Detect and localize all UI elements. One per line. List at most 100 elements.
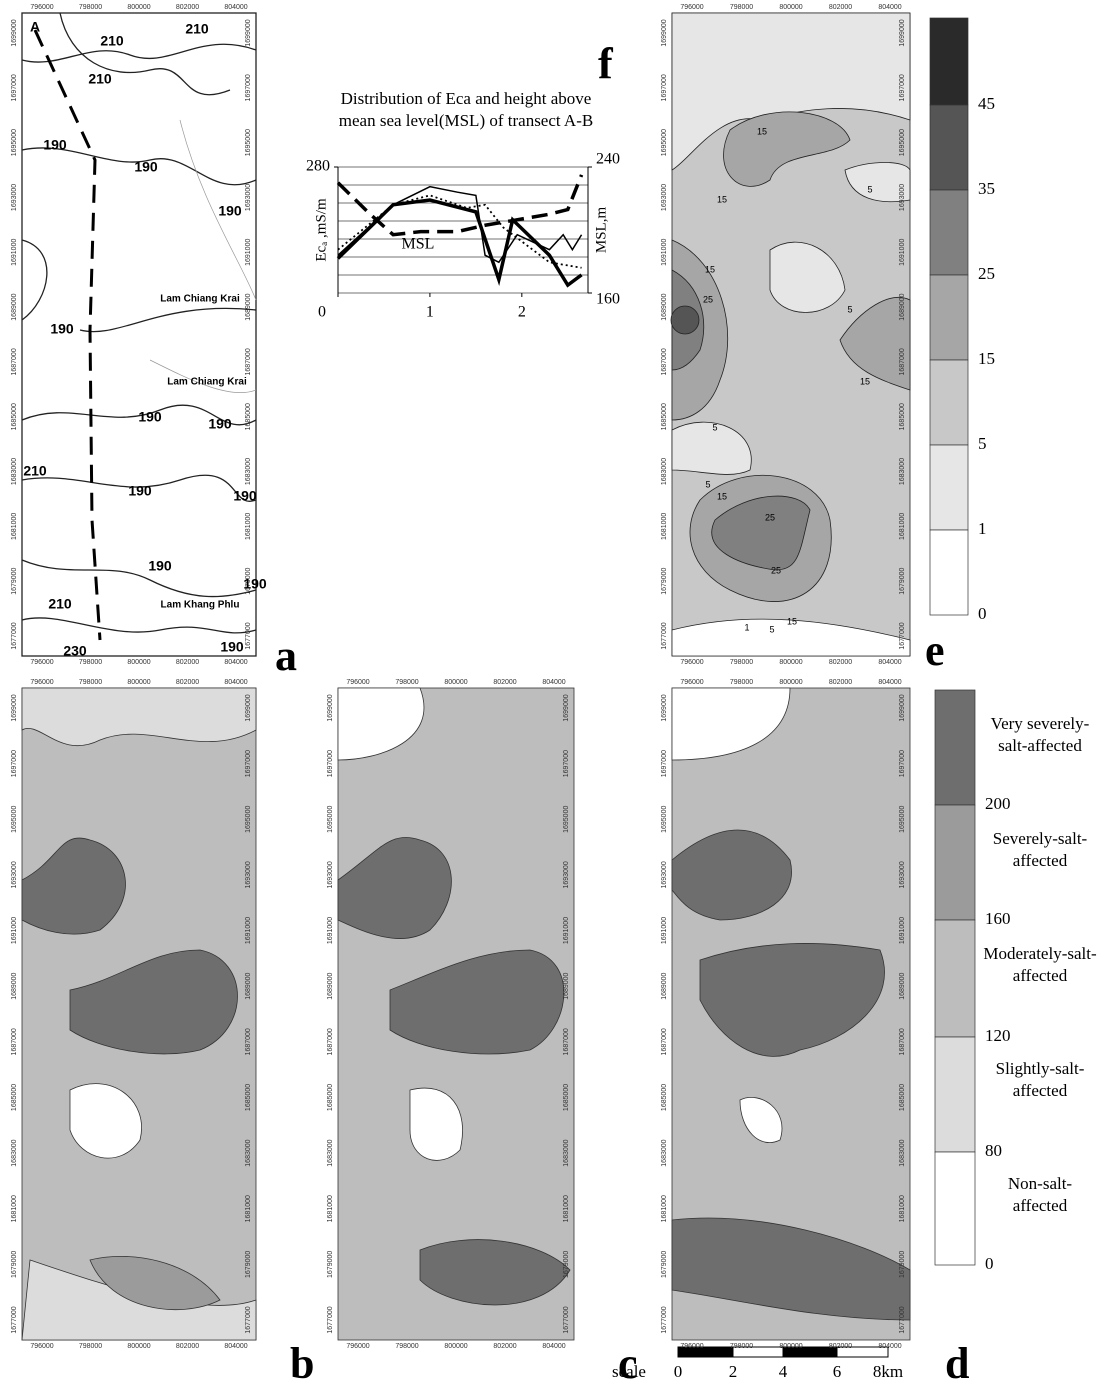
- y-coord-label: 1697000: [661, 750, 668, 777]
- y-coord-label: 1683000: [245, 458, 252, 485]
- legend-label: 0: [978, 604, 987, 623]
- x-coord-label: 804000: [224, 679, 247, 686]
- y-coord-label: 1699000: [245, 19, 252, 46]
- y-coord-label: 1689000: [11, 293, 18, 320]
- y-coord-label: 1681000: [563, 1195, 570, 1222]
- y-coord-label: 1695000: [11, 806, 18, 833]
- contour-label: 5: [705, 479, 710, 489]
- y-coord-label: 1685000: [11, 1084, 18, 1111]
- legend-class: affected: [1013, 1196, 1068, 1215]
- y-coord-label: 1693000: [899, 184, 906, 211]
- y-coord-label: 1687000: [899, 1028, 906, 1055]
- y-coord-label: 1683000: [563, 1139, 570, 1166]
- contour-label: 210: [88, 71, 112, 87]
- contour-label: 190: [233, 488, 257, 504]
- panel-label: f: [598, 39, 614, 88]
- x-coord-label: 802000: [493, 1343, 516, 1350]
- legend-label: 5: [978, 434, 987, 453]
- y-coord-label: 1693000: [563, 861, 570, 888]
- y-coord-label: 1683000: [11, 1139, 18, 1166]
- chart-f: Distribution of Eca and height abovemean…: [306, 89, 620, 321]
- x-coord-label: 804000: [224, 659, 247, 666]
- x-coord-label: 804000: [542, 679, 565, 686]
- y-coord-label: 1689000: [899, 293, 906, 320]
- y-coord-label: 1681000: [11, 513, 18, 540]
- x-coord-label: 796000: [680, 659, 703, 666]
- scale-label: 4: [779, 1362, 788, 1381]
- legend-class: salt-affected: [998, 736, 1082, 755]
- y-coord-label: 1689000: [899, 972, 906, 999]
- y-coord-label: 1687000: [245, 348, 252, 375]
- x-coord-label: 800000: [127, 4, 150, 11]
- x-coord-label: 796000: [30, 659, 53, 666]
- concentration-legend: [930, 18, 968, 615]
- y-coord-label: 1683000: [899, 1139, 906, 1166]
- contour-label: 190: [243, 576, 267, 592]
- contour-label: 230: [63, 643, 87, 659]
- contour-label: 210: [100, 33, 124, 49]
- legend-label: 45: [978, 94, 995, 113]
- contour-label: 15: [717, 194, 727, 204]
- y-coord-label: 1685000: [563, 1084, 570, 1111]
- y-coord-label: 1695000: [661, 129, 668, 156]
- x-coord-label: 800000: [779, 679, 802, 686]
- x-tick-label: 0: [318, 304, 326, 321]
- x-coord-label: 804000: [878, 1343, 901, 1350]
- y-coord-label: 1683000: [245, 1139, 252, 1166]
- y-coord-label: 1691000: [11, 917, 18, 944]
- y-coord-label: 1695000: [327, 806, 334, 833]
- contour-label: 210: [23, 463, 47, 479]
- y-coord-label: 1699000: [899, 19, 906, 46]
- y-coord-label: 1691000: [327, 917, 334, 944]
- contour-label: 5: [847, 304, 852, 314]
- y-coord-label: 1681000: [327, 1195, 334, 1222]
- x-coord-label: 798000: [395, 679, 418, 686]
- contour-label: 190: [220, 639, 244, 655]
- y2-axis-label: MSL,m: [593, 207, 609, 254]
- x-tick-label: 1: [426, 304, 434, 321]
- y-coord-label: 1689000: [661, 293, 668, 320]
- y-coord-label: 1681000: [661, 513, 668, 540]
- y-coord-label: 1691000: [11, 239, 18, 266]
- x-coord-label: 802000: [176, 1343, 199, 1350]
- x-coord-label: 800000: [127, 1343, 150, 1350]
- y-coord-label: 1697000: [661, 74, 668, 101]
- x-coord-label: 796000: [680, 1343, 703, 1350]
- y-coord-label: 1695000: [245, 129, 252, 156]
- y-coord-label: 1681000: [11, 1195, 18, 1222]
- y2-tick-label: 240: [596, 151, 620, 168]
- y-coord-label: 1683000: [661, 1139, 668, 1166]
- y-coord-label: 1695000: [563, 806, 570, 833]
- x-coord-label: 798000: [730, 1343, 753, 1350]
- y-coord-label: 1693000: [11, 184, 18, 211]
- panel-label: d: [945, 1339, 969, 1388]
- legend-boundary: 80: [985, 1141, 1002, 1160]
- y-coord-label: 1695000: [661, 806, 668, 833]
- y-coord-label: 1681000: [899, 1195, 906, 1222]
- y-coord-label: 1677000: [661, 622, 668, 649]
- contour-label: 5: [867, 184, 872, 194]
- y-coord-label: 1679000: [327, 1251, 334, 1278]
- x-coord-label: 798000: [730, 659, 753, 666]
- legend-boundary: 0: [985, 1254, 994, 1273]
- y-coord-label: 1695000: [245, 806, 252, 833]
- x-coord-label: 798000: [730, 4, 753, 11]
- x-coord-label: 804000: [224, 1343, 247, 1350]
- x-coord-label: 802000: [829, 679, 852, 686]
- x-coord-label: 800000: [779, 659, 802, 666]
- map-b: [22, 688, 256, 1340]
- contour-label: 15: [705, 264, 715, 274]
- x-coord-label: 802000: [829, 4, 852, 11]
- chart-title: Distribution of Eca and height above: [341, 89, 592, 108]
- contour-label: 190: [134, 159, 158, 175]
- y-coord-label: 1689000: [563, 972, 570, 999]
- legend-label: 1: [978, 519, 987, 538]
- x-coord-label: 796000: [30, 4, 53, 11]
- x-coord-label: 798000: [79, 679, 102, 686]
- y-coord-label: 1699000: [245, 694, 252, 721]
- scale-label: 6: [833, 1362, 842, 1381]
- x-coord-label: 800000: [444, 1343, 467, 1350]
- contour-label: 190: [148, 558, 172, 574]
- x-coord-label: 800000: [127, 679, 150, 686]
- y-coord-label: 1685000: [327, 1084, 334, 1111]
